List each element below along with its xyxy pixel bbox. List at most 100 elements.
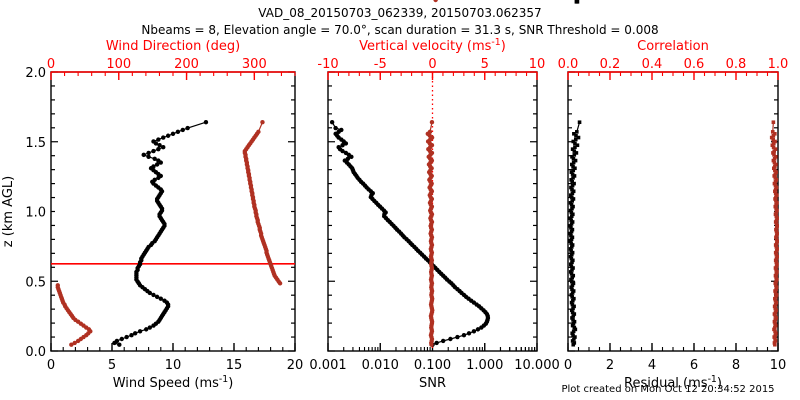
data-point bbox=[569, 210, 574, 215]
panel-frame bbox=[50, 71, 296, 352]
x-tick-label: 5 bbox=[108, 358, 116, 373]
data-point bbox=[570, 287, 574, 292]
data-point bbox=[775, 254, 779, 259]
data-point bbox=[571, 156, 576, 161]
data-point bbox=[569, 222, 574, 226]
data-point bbox=[570, 302, 575, 307]
data-point bbox=[571, 164, 575, 169]
data-point bbox=[336, 144, 341, 150]
x-tick-label: 6 bbox=[690, 358, 698, 373]
data-point bbox=[571, 289, 576, 293]
y-tick-label: 0.5 bbox=[25, 275, 46, 290]
data-point bbox=[143, 327, 149, 332]
data-point bbox=[773, 187, 778, 192]
data-point bbox=[570, 220, 575, 224]
x-top-tick-label: 10 bbox=[529, 57, 546, 72]
data-point bbox=[568, 193, 573, 197]
data-point bbox=[775, 201, 779, 205]
data-point bbox=[568, 247, 573, 251]
data-point bbox=[774, 241, 779, 245]
data-point bbox=[569, 178, 573, 182]
series-line-0 bbox=[331, 121, 489, 346]
x-tick-label: 8 bbox=[732, 358, 740, 373]
data-point bbox=[773, 321, 777, 326]
data-point bbox=[433, 0, 438, 3]
x-top-axis-label: Wind Direction (deg) bbox=[106, 39, 240, 54]
data-point bbox=[570, 179, 574, 184]
data-point bbox=[773, 250, 778, 255]
data-point bbox=[568, 239, 573, 244]
data-point bbox=[774, 275, 778, 280]
data-point bbox=[774, 277, 779, 282]
data-point bbox=[329, 120, 335, 125]
data-point bbox=[448, 336, 453, 342]
data-point bbox=[146, 154, 151, 160]
data-point bbox=[772, 335, 777, 339]
data-point bbox=[571, 318, 575, 322]
data-point bbox=[569, 300, 574, 305]
data-point bbox=[773, 281, 778, 286]
data-point bbox=[774, 218, 779, 222]
data-point bbox=[569, 233, 573, 238]
x-top-tick-label: 0.8 bbox=[726, 57, 747, 72]
data-point bbox=[569, 285, 573, 290]
data-point bbox=[146, 150, 151, 156]
data-point bbox=[773, 310, 778, 315]
data-point bbox=[572, 325, 577, 330]
data-point bbox=[773, 147, 778, 151]
data-point bbox=[571, 298, 575, 303]
x-tick-label: 0.010 bbox=[362, 358, 399, 373]
x-tick-label: 0 bbox=[47, 358, 55, 373]
data-point bbox=[568, 208, 573, 213]
data-point bbox=[568, 201, 573, 205]
data-point bbox=[151, 164, 156, 169]
data-point bbox=[571, 266, 575, 270]
data-point bbox=[774, 287, 778, 292]
x-axis-label: Residual (ms-1) bbox=[624, 374, 722, 391]
data-point bbox=[573, 141, 577, 146]
data-point bbox=[773, 164, 777, 169]
data-point bbox=[152, 156, 157, 161]
data-point bbox=[775, 216, 779, 220]
data-point bbox=[571, 160, 576, 165]
data-point bbox=[775, 239, 779, 244]
data-point bbox=[571, 212, 575, 217]
x-top-tick-label: 0.6 bbox=[684, 57, 705, 72]
data-point bbox=[461, 333, 467, 338]
data-point bbox=[570, 316, 574, 320]
data-point bbox=[569, 170, 574, 174]
data-point bbox=[129, 333, 134, 338]
data-point bbox=[772, 160, 777, 165]
data-point bbox=[571, 321, 576, 326]
data-point bbox=[156, 137, 161, 142]
data-point bbox=[157, 143, 162, 148]
x-top-tick-label: 0.0 bbox=[558, 57, 579, 72]
x-top-tick-label: -10 bbox=[317, 57, 338, 72]
data-point bbox=[572, 131, 576, 136]
data-point bbox=[569, 218, 573, 222]
x-tick-label: 15 bbox=[226, 358, 243, 373]
data-point bbox=[573, 145, 577, 149]
data-point bbox=[434, 340, 439, 346]
data-point bbox=[773, 306, 778, 311]
data-point bbox=[775, 224, 779, 228]
data-point bbox=[152, 177, 157, 183]
x-top-tick-label: 0 bbox=[428, 57, 436, 72]
data-point bbox=[774, 199, 778, 203]
data-point bbox=[569, 249, 573, 253]
data-point bbox=[147, 325, 153, 330]
data-point bbox=[571, 329, 576, 334]
figure-title-line1: VAD_08_20150703_062339, 20150703.062357 bbox=[258, 6, 542, 20]
data-point bbox=[471, 329, 477, 334]
data-point bbox=[162, 298, 167, 303]
data-point bbox=[774, 256, 779, 261]
data-point bbox=[429, 120, 435, 125]
data-point bbox=[345, 156, 351, 161]
data-point bbox=[773, 243, 778, 247]
data-point bbox=[774, 193, 779, 197]
data-point bbox=[569, 256, 574, 261]
data-point bbox=[773, 296, 777, 301]
data-point bbox=[570, 243, 575, 247]
data-point bbox=[569, 185, 573, 190]
